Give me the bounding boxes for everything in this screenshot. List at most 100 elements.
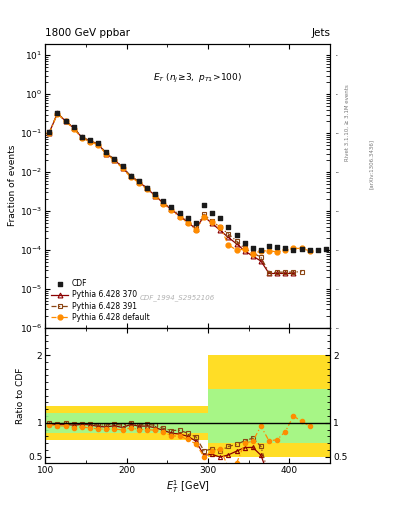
Pythia 6.428 default (145, 186, 149, 193)
CDF (201, 201, 207, 209)
Pythia 6.428 default (96, 142, 101, 148)
Pythia 6.428 370 (169, 206, 174, 212)
Pythia 6.428 370 (72, 125, 76, 131)
CDF (274, 243, 280, 251)
Pythia 6.428 default (47, 130, 51, 136)
Line: Pythia 6.428 default: Pythia 6.428 default (47, 111, 312, 256)
Pythia 6.428 391 (129, 173, 133, 179)
Pythia 6.428 370 (218, 227, 222, 233)
CDF (62, 117, 69, 125)
Pythia 6.428 370 (145, 185, 149, 191)
Pythia 6.428 default (112, 157, 117, 163)
CDF (209, 209, 215, 217)
Pythia 6.428 default (202, 214, 206, 220)
CDF (128, 172, 134, 180)
Y-axis label: Fraction of events: Fraction of events (8, 145, 17, 226)
Pythia 6.428 default (120, 165, 125, 172)
CDF (258, 246, 264, 254)
Pythia 6.428 370 (104, 151, 108, 157)
CDF (290, 246, 297, 254)
Pythia 6.428 370 (202, 214, 206, 220)
CDF (233, 230, 240, 239)
Pythia 6.428 default (88, 139, 92, 145)
CDF (46, 128, 52, 136)
Pythia 6.428 default (161, 201, 165, 207)
Pythia 6.428 default (226, 242, 231, 248)
Pythia 6.428 default (169, 207, 174, 214)
Pythia 6.428 391 (259, 254, 263, 261)
CDF (241, 239, 248, 247)
Pythia 6.428 391 (283, 269, 288, 275)
Legend: CDF, Pythia 6.428 370, Pythia 6.428 391, Pythia 6.428 default: CDF, Pythia 6.428 370, Pythia 6.428 391,… (49, 276, 152, 324)
Pythia 6.428 391 (193, 224, 198, 230)
CDF (193, 219, 199, 227)
Pythia 6.428 391 (218, 224, 222, 230)
Pythia 6.428 370 (193, 226, 198, 232)
Line: Pythia 6.428 391: Pythia 6.428 391 (47, 111, 304, 275)
Pythia 6.428 391 (79, 134, 84, 140)
Text: [arXiv:1306.3436]: [arXiv:1306.3436] (369, 139, 374, 189)
Pythia 6.428 370 (185, 219, 190, 225)
Pythia 6.428 370 (234, 241, 239, 247)
Pythia 6.428 370 (55, 111, 60, 117)
CDF (282, 244, 288, 252)
CDF (144, 183, 150, 191)
Pythia 6.428 370 (136, 179, 141, 185)
Pythia 6.428 default (299, 245, 304, 251)
Pythia 6.428 391 (161, 200, 165, 206)
Pythia 6.428 default (234, 247, 239, 253)
CDF (103, 148, 109, 157)
Pythia 6.428 default (242, 246, 247, 252)
Text: $E_T\ (n_j\!\geq\!3,\ p_{T1}\!>\!100)$: $E_T\ (n_j\!\geq\!3,\ p_{T1}\!>\!100)$ (153, 72, 242, 85)
Pythia 6.428 391 (112, 156, 117, 162)
Pythia 6.428 370 (210, 220, 215, 226)
Pythia 6.428 391 (275, 269, 279, 275)
Text: CDF_1994_S2952106: CDF_1994_S2952106 (139, 294, 215, 301)
Pythia 6.428 default (267, 248, 272, 254)
Pythia 6.428 default (72, 125, 76, 132)
Pythia 6.428 370 (120, 164, 125, 170)
CDF (185, 214, 191, 222)
Pythia 6.428 default (55, 111, 60, 117)
Pythia 6.428 370 (259, 258, 263, 264)
Pythia 6.428 370 (275, 270, 279, 276)
CDF (152, 190, 158, 198)
Pythia 6.428 391 (153, 192, 158, 198)
Pythia 6.428 391 (63, 118, 68, 124)
Pythia 6.428 391 (96, 141, 101, 147)
Pythia 6.428 default (307, 248, 312, 254)
Pythia 6.428 391 (177, 212, 182, 218)
Pythia 6.428 370 (96, 141, 101, 147)
Y-axis label: Ratio to CDF: Ratio to CDF (16, 368, 25, 424)
CDF (176, 209, 183, 217)
CDF (54, 109, 61, 117)
Pythia 6.428 370 (129, 173, 133, 179)
Pythia 6.428 391 (136, 178, 141, 184)
Pythia 6.428 default (63, 118, 68, 124)
Pythia 6.428 default (259, 248, 263, 254)
Pythia 6.428 default (291, 245, 296, 251)
CDF (307, 246, 313, 254)
CDF (250, 244, 256, 252)
Pythia 6.428 370 (242, 248, 247, 254)
Pythia 6.428 default (193, 227, 198, 233)
Pythia 6.428 default (129, 174, 133, 180)
CDF (136, 177, 142, 185)
Pythia 6.428 391 (120, 164, 125, 170)
Pythia 6.428 391 (88, 138, 92, 144)
Pythia 6.428 391 (72, 124, 76, 131)
Text: Rivet 3.1.10, ≥ 3.1M events: Rivet 3.1.10, ≥ 3.1M events (345, 84, 350, 161)
Pythia 6.428 370 (291, 270, 296, 276)
Pythia 6.428 370 (250, 253, 255, 259)
Pythia 6.428 370 (161, 200, 165, 206)
Pythia 6.428 370 (153, 193, 158, 199)
Pythia 6.428 391 (202, 211, 206, 218)
Pythia 6.428 391 (145, 185, 149, 191)
Pythia 6.428 default (275, 249, 279, 255)
Pythia 6.428 default (79, 135, 84, 141)
CDF (168, 203, 174, 211)
Pythia 6.428 391 (47, 130, 51, 136)
CDF (315, 246, 321, 254)
CDF (323, 245, 329, 253)
CDF (71, 123, 77, 132)
